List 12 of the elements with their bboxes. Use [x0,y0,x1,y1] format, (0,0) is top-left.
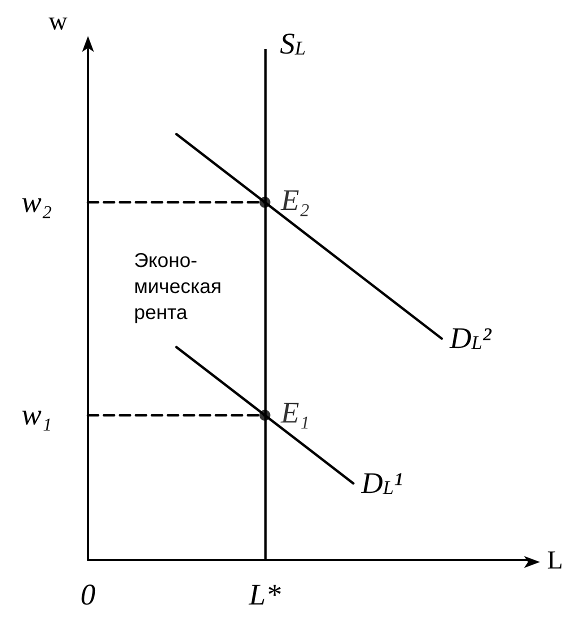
x-tick-label: 0 [80,578,96,612]
x-axis-title: L [547,546,564,574]
series-label: w₂ [22,186,52,219]
annotation: E₁ [280,396,310,430]
x-tick-label: L* [248,578,281,612]
annotation: Эконо- мическая рента [134,250,222,324]
series-label: w₁ [22,398,52,432]
y-axis-title: w [48,6,68,36]
series-label: DL² [448,322,492,356]
annotation: E₂ [280,184,310,217]
series-label: DL¹ [360,466,403,500]
ref-line-label: SL [280,28,306,60]
